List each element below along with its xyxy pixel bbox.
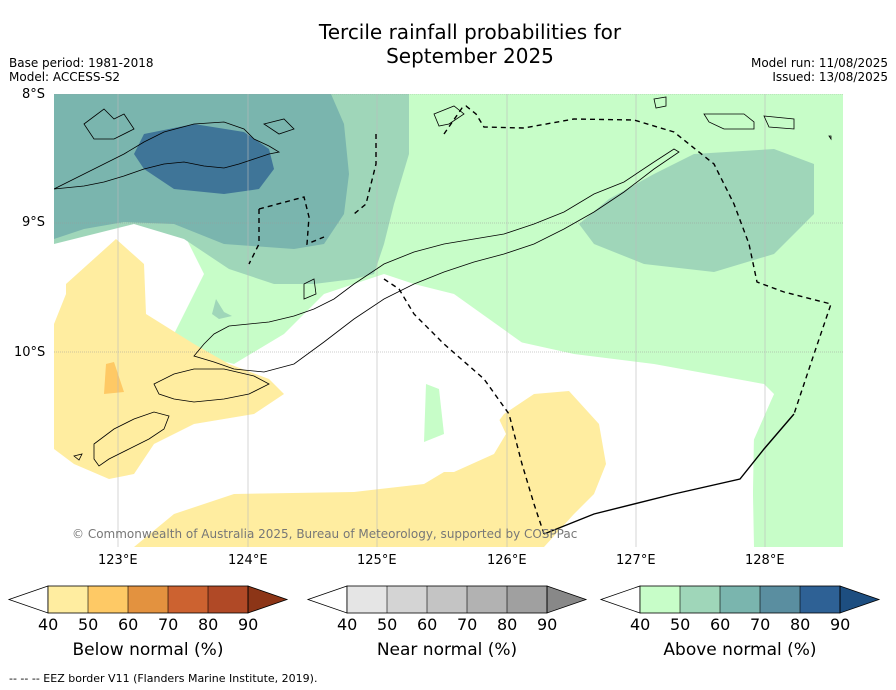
colorbar-2-outline (639, 585, 841, 614)
colorbar-2-swatch-2 (720, 586, 760, 613)
eez-border-solid (543, 413, 795, 535)
colorbar-1-swatch-2 (427, 586, 467, 613)
cb2-tick-60: 60 (710, 615, 731, 634)
lon-label-127e: 127°E (616, 553, 656, 568)
coastlines (54, 96, 832, 467)
model-run: Model run: 11/08/2025 (750, 56, 888, 70)
above-normal-50-60-right-region (579, 149, 814, 272)
cb0-tick-50: 50 (78, 615, 99, 634)
cb1-tick-70: 70 (457, 615, 478, 634)
colorbar-below-normal (7, 585, 289, 614)
green-spot (212, 299, 232, 319)
map-title: Tercile rainfall probabilities for Septe… (0, 20, 896, 68)
cb1-title: Near normal (%) (376, 640, 518, 660)
cb2-tick-70: 70 (750, 615, 771, 634)
colorbar-2-swatch-1 (680, 586, 720, 613)
colorbar-1-swatch-3 (467, 586, 507, 613)
cb2-title: Above normal (%) (663, 640, 817, 660)
white-gap-bottom (419, 419, 506, 472)
colorbar-2-right-extend (839, 585, 881, 614)
eez-footer-note: -- -- -- EEZ border V11 (Flanders Marine… (9, 672, 318, 685)
title-line-2: September 2025 (386, 44, 554, 68)
cb1-tick-40: 40 (337, 615, 358, 634)
lon-label-123e: 123°E (98, 553, 138, 568)
copyright-notice: © Commonwealth of Australia 2025, Bureau… (72, 527, 578, 541)
colorbar-0-swatch-2 (128, 586, 168, 613)
colorbar-0-swatch-0 (48, 586, 88, 613)
base-period: Base period: 1981-2018 (9, 56, 154, 70)
cb0-tick-70: 70 (158, 615, 179, 634)
lon-label-125e: 125°E (357, 553, 397, 568)
below-normal-50-60-spot (104, 362, 124, 394)
cb0-tick-60: 60 (118, 615, 139, 634)
colorbar-1-swatch-1 (387, 586, 427, 613)
colorbar-near-normal (306, 585, 588, 614)
colorbar-above-normal (599, 585, 881, 614)
colorbars (7, 585, 881, 614)
model-name: Model: ACCESS-S2 (9, 70, 121, 84)
colorbar-0-swatch-1 (88, 586, 128, 613)
above-normal-70-80-region (134, 124, 274, 194)
cb1-tick-90: 90 (537, 615, 558, 634)
colorbar-0-outline (47, 585, 249, 614)
below-normal-40-50-left-region (54, 239, 284, 479)
colorbar-1-swatch-0 (347, 586, 387, 613)
cb2-tick-90: 90 (830, 615, 851, 634)
cb2-tick-80: 80 (790, 615, 811, 634)
meta-left: Base period: 1981-2018 Model: ACCESS-S2 (9, 56, 154, 84)
lat-gridlines (54, 94, 843, 353)
colorbar-0-swatch-3 (168, 586, 208, 613)
below-normal-40-50-bottom-region (134, 391, 606, 547)
lon-gridlines (117, 94, 766, 547)
cb0-title: Below normal (%) (72, 640, 224, 660)
eez-border (248, 105, 832, 535)
colorbar-1-outline (346, 585, 548, 614)
cb1-tick-60: 60 (417, 615, 438, 634)
white-region-lower-right (484, 334, 774, 547)
cb1-tick-50: 50 (377, 615, 398, 634)
colorbar-0-left-extend (7, 585, 49, 614)
cb2-tick-40: 40 (630, 615, 651, 634)
colorbar-1-left-extend (306, 585, 348, 614)
meta-right: Model run: 11/08/2025 Issued: 13/08/2025 (751, 56, 888, 84)
lon-label-128e: 128°E (745, 553, 785, 568)
colorbar-1-swatch-4 (507, 586, 547, 613)
cb1-tick-80: 80 (497, 615, 518, 634)
colorbar-2-swatch-0 (640, 586, 680, 613)
rainfall-map (54, 94, 843, 547)
colorbar-0-right-extend (247, 585, 289, 614)
colorbar-2-swatch-3 (760, 586, 800, 613)
cb0-tick-90: 90 (238, 615, 259, 634)
cb0-tick-40: 40 (38, 615, 59, 634)
green-sliver (424, 384, 444, 442)
lat-label-10s: 10°S (14, 345, 46, 360)
colorbar-2-left-extend (599, 585, 641, 614)
issued-date: Issued: 13/08/2025 (772, 70, 888, 84)
cb2-tick-50: 50 (670, 615, 691, 634)
title-line-1: Tercile rainfall probabilities for (318, 20, 622, 44)
colorbar-2-swatch-4 (800, 586, 840, 613)
cb0-tick-80: 80 (198, 615, 219, 634)
lon-label-124e: 124°E (228, 553, 268, 568)
lat-label-8s: 8°S (22, 87, 46, 102)
lon-label-126e: 126°E (487, 553, 527, 568)
lat-label-9s: 9°S (22, 215, 46, 230)
colorbar-1-right-extend (546, 585, 588, 614)
colorbar-0-swatch-4 (208, 586, 248, 613)
